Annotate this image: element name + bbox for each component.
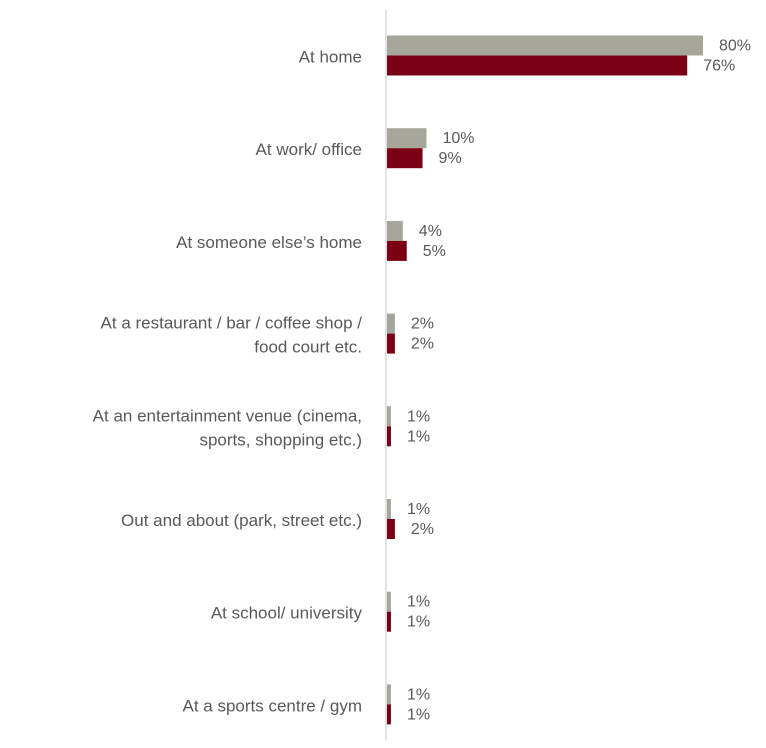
value-label-series-2: 5%: [423, 243, 446, 260]
bar-series-2: [387, 55, 688, 76]
value-label-series-2: 76%: [703, 58, 735, 75]
value-label-series-1: 10%: [443, 130, 475, 147]
value-label-series-2: 2%: [411, 521, 434, 538]
bar-series-2: [387, 240, 407, 261]
category-label: At someone else’s home: [176, 233, 362, 252]
category-label: At a restaurant / bar / coffee shop / foo…: [101, 314, 363, 357]
bar-series-2: [387, 519, 395, 539]
bar-series-1: [387, 313, 395, 334]
value-label-series-1: 2%: [411, 316, 434, 333]
value-label-series-1: 1%: [407, 408, 430, 425]
bar-series-1: [387, 128, 427, 149]
category-label: At a sports centre / gym: [182, 696, 362, 715]
category-label: At work/ office: [256, 140, 362, 159]
value-label-series-1: 1%: [407, 686, 430, 703]
value-label-series-1: 1%: [407, 594, 430, 611]
value-label-series-2: 2%: [411, 336, 434, 353]
value-label-series-2: 1%: [407, 428, 430, 445]
bar-series-2: [387, 426, 391, 447]
category-label: At an entertainment venue (cinema, sports…: [93, 406, 362, 449]
category-label: At school/ university: [211, 604, 363, 623]
bar-series-1: [387, 220, 403, 241]
bar-series-1: [387, 35, 703, 56]
value-label-series-1: 4%: [419, 223, 442, 240]
bar-series-2: [387, 704, 391, 725]
category-label: Out and about (park, street etc.): [121, 511, 362, 530]
bar-series-1: [387, 684, 391, 705]
bar-series-2: [387, 333, 395, 354]
value-label-series-1: 80%: [719, 38, 751, 55]
bar-series-1: [387, 406, 391, 427]
value-label-series-2: 9%: [439, 150, 462, 167]
bar-series-2: [387, 148, 423, 169]
value-label-series-2: 1%: [407, 706, 430, 723]
category-label: At home: [299, 48, 362, 67]
value-label-series-2: 1%: [407, 614, 430, 631]
value-labels: 80% 76% 10% 9% 4% 5% 2% 2% 1% 1% 1% 2% 1% 1% 1% 1%: [407, 38, 751, 724]
category-labels: At home At work/ office At someone else’s …: [93, 48, 363, 716]
bar-series-2: [387, 611, 391, 632]
value-label-series-1: 1%: [407, 501, 430, 518]
bar-series-1: [387, 499, 391, 519]
bar-series-1: [387, 591, 391, 612]
bars: [387, 35, 703, 725]
